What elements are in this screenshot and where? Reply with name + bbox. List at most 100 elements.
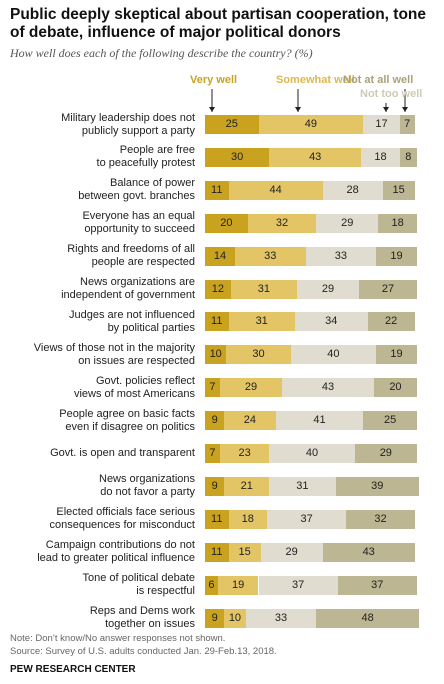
bar-segment xyxy=(337,575,417,595)
bar-segment xyxy=(205,246,235,266)
legend-label: Very well xyxy=(190,74,238,86)
bar-segment xyxy=(217,575,259,595)
bar-segment xyxy=(260,542,323,562)
bar-segment xyxy=(205,378,220,398)
value-label: 11 xyxy=(211,315,223,328)
bar-segment xyxy=(258,575,338,595)
category-label: Balance of power between govt. branches xyxy=(78,177,195,203)
value-label: 15 xyxy=(392,183,405,196)
value-label: 19 xyxy=(390,348,403,361)
bar-segment xyxy=(205,575,218,595)
bar-segment xyxy=(275,411,364,431)
value-label: 7 xyxy=(209,447,216,459)
value-label: 32 xyxy=(374,512,387,525)
bar-segment xyxy=(205,279,231,299)
value-label: 9 xyxy=(211,611,218,624)
legend-arrowhead xyxy=(209,107,215,112)
value-label: 37 xyxy=(291,578,305,591)
value-label: 27 xyxy=(381,282,395,295)
value-label: 43 xyxy=(362,545,375,558)
bar-segment xyxy=(219,444,270,463)
source: Source: Survey of U.S. adults conducted … xyxy=(10,646,277,657)
bar-segment xyxy=(269,444,355,463)
category-label: News organizations do not favor a party xyxy=(99,473,195,499)
value-label: 29 xyxy=(379,447,392,459)
category-label: Tone of political debate is respectful xyxy=(82,572,195,598)
bar-segment xyxy=(359,279,417,299)
value-label: 43 xyxy=(309,150,322,163)
bar-segment xyxy=(245,608,317,628)
bar-segment xyxy=(205,180,229,200)
value-label: 18 xyxy=(391,216,404,229)
value-label: 29 xyxy=(285,545,298,558)
value-label: 22 xyxy=(385,315,398,328)
category-label: Elected officials face serious consequen… xyxy=(49,506,195,532)
bar-segment xyxy=(267,509,347,529)
category-label: Judges are not influenced by political p… xyxy=(69,308,195,334)
bar-segment xyxy=(205,411,225,431)
bar-segment xyxy=(228,180,323,200)
bar-segment xyxy=(367,312,415,332)
bar-segment xyxy=(376,246,417,266)
bar-segment xyxy=(294,312,368,332)
value-label: 9 xyxy=(211,414,218,427)
bar-segment xyxy=(224,608,246,628)
bar-segment xyxy=(322,180,383,200)
value-label: 12 xyxy=(211,282,224,295)
bar-segment xyxy=(258,115,364,134)
value-label: 28 xyxy=(346,183,359,196)
bar-segment xyxy=(205,444,220,463)
value-label: 33 xyxy=(274,611,288,624)
bar-segment xyxy=(382,180,415,200)
bar-segment xyxy=(224,411,276,431)
category-label: Everyone has an equal opportunity to suc… xyxy=(82,210,195,236)
value-label: 9 xyxy=(211,479,218,492)
value-label: 34 xyxy=(325,315,338,328)
category-label: News organizations are independent of go… xyxy=(61,276,195,301)
bar-segment xyxy=(399,147,417,167)
category-label: Reps and Dems work together on issues xyxy=(89,605,195,630)
bar-segment xyxy=(269,476,336,496)
bar-segment xyxy=(297,279,360,299)
legend-label: Not too well xyxy=(360,88,423,100)
bar-segment xyxy=(290,345,377,365)
category-label: Military leadership does not publicly su… xyxy=(61,111,195,137)
bar-segment xyxy=(205,213,248,233)
value-label: 20 xyxy=(389,381,402,394)
legend-label: Not at all well xyxy=(343,74,414,86)
note: Note: Don’t know/No answer responses not… xyxy=(10,633,226,644)
bar-segment xyxy=(305,246,377,266)
bar-segment xyxy=(205,312,229,332)
bar-segment xyxy=(322,542,415,562)
value-label: 18 xyxy=(374,150,387,163)
legend-arrowhead xyxy=(295,107,301,112)
value-label: 10 xyxy=(209,348,222,361)
bar-segment xyxy=(205,509,229,529)
value-label: 7 xyxy=(404,118,411,130)
category-label: People are free to peacefully protest xyxy=(96,144,195,170)
value-label: 23 xyxy=(238,447,251,459)
bar-segment xyxy=(316,213,379,233)
bar-segment xyxy=(224,476,270,496)
value-label: 25 xyxy=(383,414,397,427)
bar-segment xyxy=(205,115,259,134)
value-label: 19 xyxy=(390,249,403,262)
value-label: 44 xyxy=(269,183,282,196)
bar-segment xyxy=(346,509,415,529)
value-label: 11 xyxy=(211,183,223,196)
value-label: 18 xyxy=(241,512,254,525)
value-label: 49 xyxy=(304,118,318,130)
bar-segment xyxy=(374,378,417,398)
value-label: 40 xyxy=(327,348,340,361)
bar-segment xyxy=(230,279,297,299)
value-label: 32 xyxy=(275,216,289,229)
category-label: Govt. is open and transparent xyxy=(50,447,195,459)
bar-segment xyxy=(228,312,295,332)
value-label: 33 xyxy=(264,249,277,262)
value-label: 15 xyxy=(238,545,251,558)
value-label: 24 xyxy=(243,414,257,427)
bar-segment xyxy=(205,345,227,365)
value-label: 43 xyxy=(321,381,335,394)
bar-segment xyxy=(378,213,417,233)
bar-segment xyxy=(219,378,283,398)
